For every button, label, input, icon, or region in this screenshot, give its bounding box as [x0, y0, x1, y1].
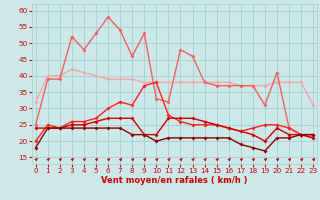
X-axis label: Vent moyen/en rafales ( km/h ): Vent moyen/en rafales ( km/h ) — [101, 176, 248, 185]
